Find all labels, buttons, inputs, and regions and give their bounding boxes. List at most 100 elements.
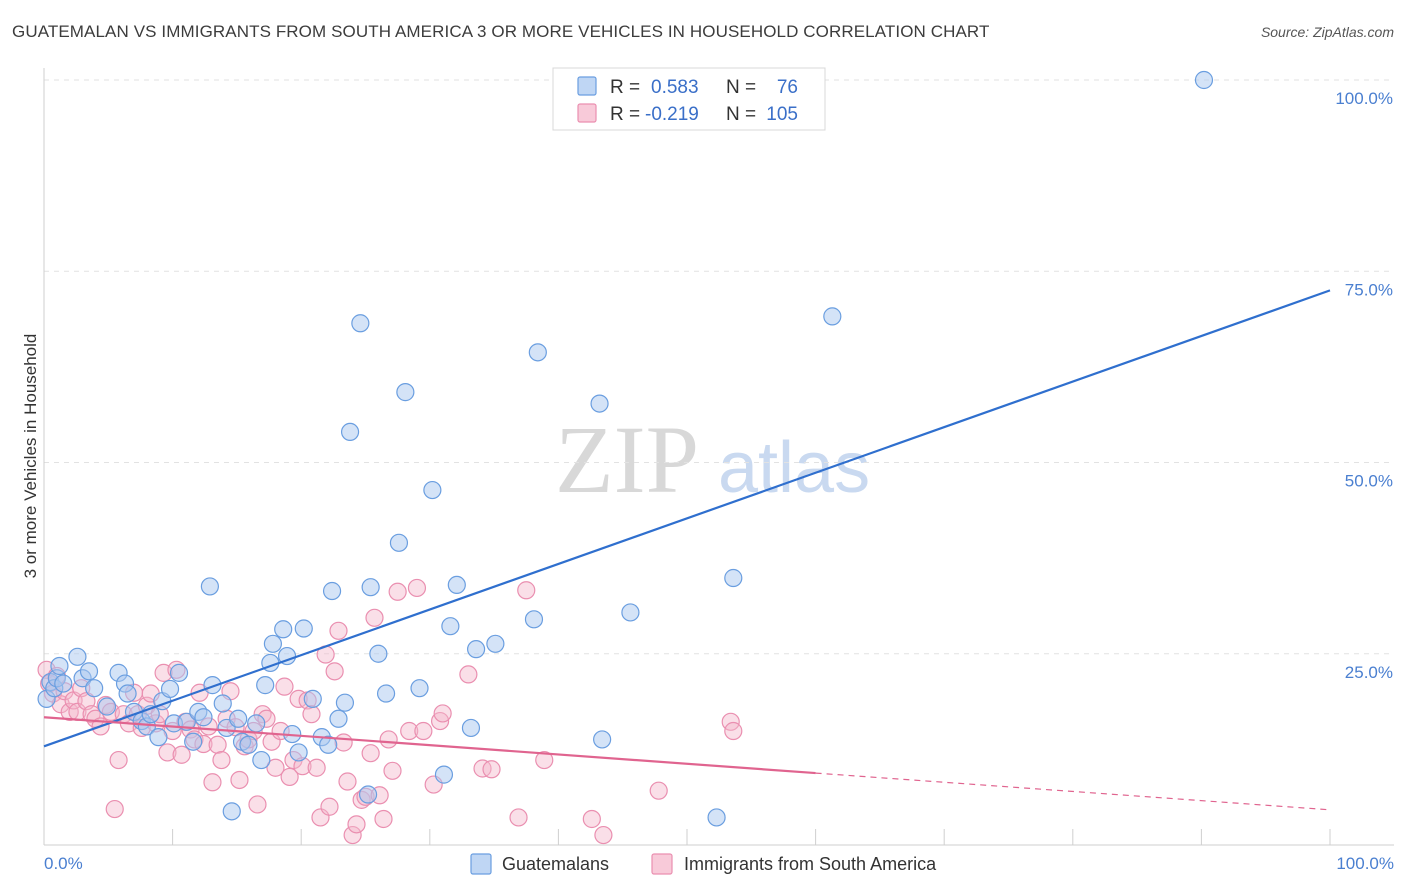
data-point-immigrants: [338, 772, 357, 791]
y-tick-label: 50.0%: [1345, 472, 1393, 491]
data-point-immigrants: [459, 665, 478, 684]
data-point-guatemalans: [200, 577, 219, 596]
data-point-immigrants: [172, 745, 191, 764]
data-point-guatemalans: [376, 684, 396, 703]
data-point-immigrants: [307, 758, 326, 777]
data-point-guatemalans: [466, 640, 486, 659]
data-point-immigrants: [407, 578, 427, 598]
data-point-guatemalans: [396, 383, 415, 402]
data-point-immigrants: [388, 582, 407, 601]
data-point-guatemalans: [389, 533, 409, 552]
data-point-immigrants: [109, 750, 128, 770]
data-point-immigrants: [582, 809, 601, 829]
data-point-guatemalans: [593, 730, 612, 749]
data-point-guatemalans: [707, 808, 726, 827]
data-point-guatemalans: [358, 785, 378, 804]
data-point-immigrants: [280, 767, 299, 787]
bottom-legend-swatch-blue: [470, 853, 492, 875]
data-point-guatemalans: [369, 644, 388, 663]
regression-line-guatemalans: [43, 289, 1331, 748]
series-guatemalans-points: [37, 70, 1214, 827]
data-point-immigrants: [334, 733, 353, 752]
bottom-legend-label: Guatemalans: [502, 854, 609, 874]
x-tick-label-max: 100.0%: [1336, 854, 1394, 873]
y-tick-label: 100.0%: [1335, 89, 1393, 108]
data-point-immigrants: [302, 705, 321, 724]
y-axis-label: 3 or more Vehicles in Household: [21, 334, 40, 579]
data-point-guatemalans: [194, 708, 213, 727]
data-point-guatemalans: [184, 732, 203, 751]
regression-line-immigrants: [43, 716, 816, 775]
data-point-guatemalans: [351, 314, 370, 333]
source-label: Source: ZipAtlas.com: [1260, 24, 1394, 40]
data-point-guatemalans: [724, 568, 743, 588]
y-tick-label: 25.0%: [1345, 663, 1393, 682]
data-point-immigrants: [383, 761, 402, 780]
data-point-guatemalans: [441, 617, 460, 636]
data-point-guatemalans: [319, 735, 338, 754]
data-point-immigrants: [329, 621, 348, 640]
y-tick-label: 75.0%: [1345, 280, 1393, 299]
data-point-guatemalans: [486, 634, 505, 653]
data-point-guatemalans: [303, 689, 322, 708]
data-point-guatemalans: [79, 662, 99, 681]
data-point-immigrants: [208, 735, 227, 754]
data-point-guatemalans: [213, 694, 232, 713]
data-point-immigrants: [482, 760, 501, 779]
data-point-immigrants: [724, 721, 743, 741]
legend-r-label: R =: [610, 104, 640, 125]
data-point-immigrants: [212, 750, 231, 770]
data-point-guatemalans: [222, 802, 241, 821]
x-ticks: [43, 829, 1331, 845]
regression-lines: [43, 289, 1331, 811]
data-point-guatemalans: [149, 728, 168, 747]
data-point-guatemalans: [329, 709, 348, 728]
data-point-guatemalans: [294, 619, 313, 638]
data-point-guatemalans: [118, 684, 137, 703]
data-point-guatemalans: [97, 697, 117, 716]
data-point-guatemalans: [54, 674, 73, 693]
bottom-legend-swatch-pink: [651, 853, 673, 875]
data-point-immigrants: [320, 797, 339, 816]
legend-r-value: -0.219: [645, 104, 699, 125]
data-point-immigrants: [266, 758, 285, 777]
data-point-guatemalans: [335, 693, 355, 712]
data-point-immigrants: [649, 781, 668, 800]
y-tick-labels: 25.0% 50.0% 75.0% 100.0%: [1335, 89, 1393, 682]
data-point-immigrants: [517, 581, 536, 600]
data-point-immigrants: [325, 662, 344, 681]
legend-r-value: 0.583: [651, 77, 699, 98]
x-tick-label-min: 0.0%: [44, 854, 83, 873]
data-point-immigrants: [379, 730, 398, 749]
data-point-guatemalans: [85, 679, 104, 698]
data-point-immigrants: [414, 721, 433, 741]
data-point-guatemalans: [229, 709, 248, 728]
data-point-immigrants: [400, 721, 419, 741]
data-point-guatemalans: [434, 765, 454, 784]
gridlines: [44, 79, 1394, 655]
data-point-immigrants: [60, 702, 79, 721]
data-point-immigrants: [230, 770, 249, 790]
data-point-immigrants: [248, 795, 267, 814]
data-point-guatemalans: [247, 714, 266, 733]
data-point-immigrants: [509, 808, 528, 827]
data-point-immigrants: [203, 773, 222, 792]
bottom-legend: Guatemalans Immigrants from South Americ…: [470, 853, 937, 875]
data-point-immigrants: [347, 815, 366, 834]
data-point-guatemalans: [256, 676, 275, 695]
data-point-immigrants: [158, 743, 177, 762]
legend-swatch-pink: [577, 103, 597, 123]
data-point-guatemalans: [524, 610, 544, 629]
axes: [43, 68, 1394, 846]
watermark-atlas: atlas: [718, 428, 870, 508]
data-point-guatemalans: [289, 743, 308, 762]
legend-r-label: R =: [610, 77, 640, 98]
data-point-guatemalans: [528, 343, 547, 362]
legend-n-value: 105: [766, 104, 798, 125]
data-point-immigrants: [105, 799, 124, 819]
data-point-immigrants: [365, 608, 384, 627]
data-point-guatemalans: [447, 575, 466, 595]
data-point-immigrants: [374, 809, 393, 829]
data-point-guatemalans: [410, 679, 429, 698]
data-point-guatemalans: [461, 718, 481, 738]
